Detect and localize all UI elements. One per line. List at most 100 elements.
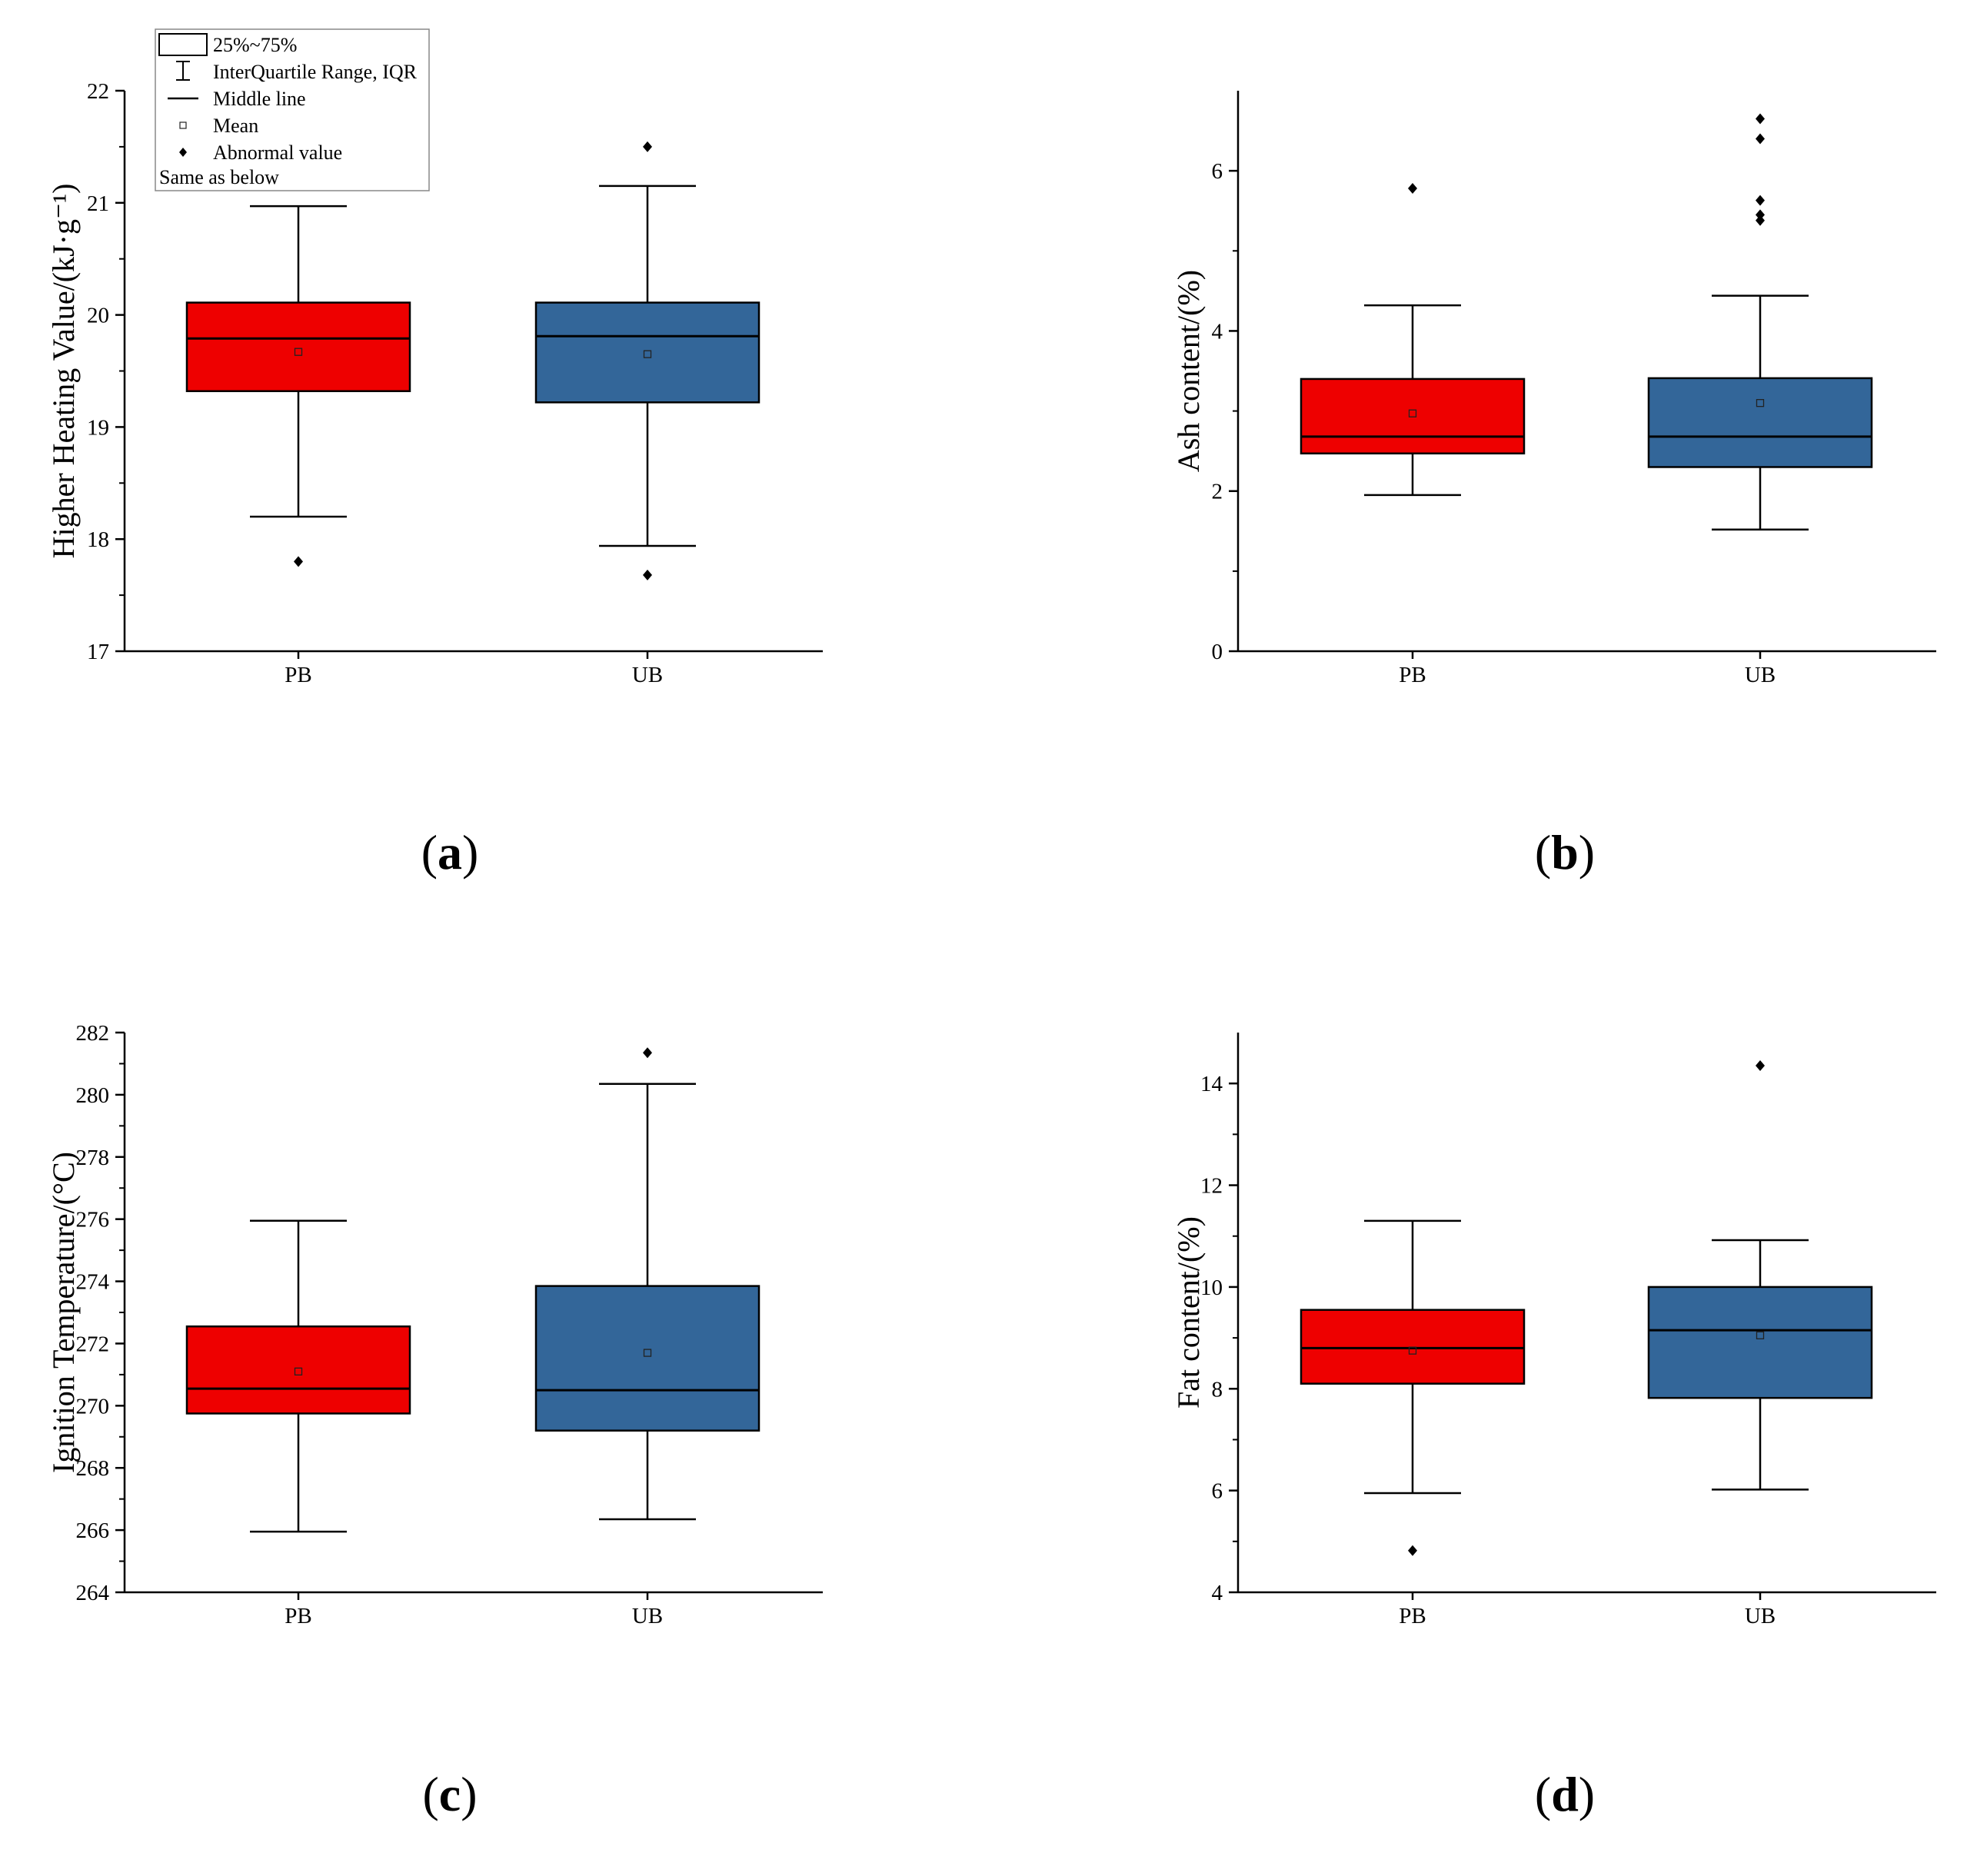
x-tick-label: UB <box>1745 1604 1776 1628</box>
panel-label-open: ( <box>1535 1767 1551 1821</box>
y-tick-label: 4 <box>1212 319 1223 344</box>
outlier-point <box>1756 1060 1765 1072</box>
panel-label-open: ( <box>422 1767 438 1821</box>
panel-label: (c) <box>422 1767 477 1821</box>
y-tick-label: 0 <box>1212 640 1223 664</box>
panel-label-open: ( <box>1535 825 1551 880</box>
panel-label-letter: a <box>438 825 462 880</box>
legend-item: Mean <box>179 115 258 137</box>
mean-marker <box>1756 1331 1765 1339</box>
legend-label: Mean <box>213 115 258 137</box>
iqr-box <box>1647 1286 1873 1399</box>
legend-item: Middle line <box>168 88 306 110</box>
y-tick-label: 6 <box>1212 159 1223 184</box>
legend-label: 25%~75% <box>213 34 297 56</box>
y-tick-label: 17 <box>87 640 109 664</box>
y-tick-label: 21 <box>87 191 109 216</box>
box-UB <box>1647 1060 1873 1491</box>
y-axis-title: Ignition Temperature/(°C) <box>46 1152 81 1473</box>
y-tick-label: 6 <box>1212 1479 1223 1504</box>
box-UB <box>1647 113 1873 531</box>
legend-label: Middle line <box>213 88 306 110</box>
mean-square-icon <box>179 121 187 129</box>
y-tick-label: 272 <box>76 1332 110 1356</box>
y-tick-label: 14 <box>1200 1072 1223 1096</box>
whisker-icon <box>176 61 190 81</box>
panels: 17 18 19 20 21 22 PB UB Higher Heating Value/(kJ… <box>46 79 1936 1821</box>
x-tick-label: UB <box>632 663 663 687</box>
y-tick-label: 4 <box>1212 1581 1223 1605</box>
mean-marker <box>643 1349 652 1357</box>
y-tick-label: 10 <box>1200 1276 1223 1300</box>
y-tick-label: 280 <box>76 1083 110 1108</box>
y-tick-label: 278 <box>76 1146 110 1170</box>
outlier-point <box>1408 183 1417 195</box>
legend-note: Same as below <box>159 166 279 188</box>
x-tick-label: PB <box>285 1604 311 1628</box>
iqr-box <box>1300 378 1526 455</box>
x-tick-label: UB <box>1745 663 1776 687</box>
box-PB <box>1300 183 1526 497</box>
panel-label: (d) <box>1535 1767 1595 1821</box>
panel-label-close: ) <box>461 1767 477 1821</box>
panel-label-letter: c <box>439 1767 461 1821</box>
x-tick-label: PB <box>1399 1604 1426 1628</box>
y-tick-label: 270 <box>76 1394 110 1419</box>
box-PB <box>1300 1219 1526 1556</box>
outlier-point <box>1756 215 1765 226</box>
box-PB <box>185 1219 411 1533</box>
outlier-point <box>1756 209 1765 221</box>
iqr-box <box>534 1285 761 1432</box>
outlier-point <box>643 141 652 152</box>
chart-panel-d: 4 6 8 10 12 14 PB UB Fat content/(%) (d) <box>1171 1033 1936 1821</box>
box-UB <box>534 141 761 580</box>
outlier-point <box>1756 133 1765 145</box>
mean-marker <box>1756 399 1765 407</box>
y-axis-title: Higher Heating Value/(kJ·g⁻¹) <box>46 184 81 559</box>
legend: 25%~75% InterQuartile Range, IQR Middle li… <box>155 28 430 191</box>
chart-panel-b: 0 2 4 6 PB UB Ash content/(%) (b) <box>1171 91 1936 880</box>
x-tick-label: PB <box>285 663 311 687</box>
iqr-box <box>534 301 761 404</box>
y-tick-label: 8 <box>1212 1377 1223 1402</box>
legend-item: InterQuartile Range, IQR <box>176 61 418 83</box>
panel-label-letter: d <box>1551 1767 1579 1821</box>
panel-label: (a) <box>421 825 479 880</box>
y-tick-label: 276 <box>76 1208 110 1232</box>
diamond-icon <box>179 148 187 157</box>
panel-label: (b) <box>1535 825 1595 880</box>
x-tick-label: PB <box>1399 663 1426 687</box>
y-axis-title: Ash content/(%) <box>1171 270 1206 472</box>
y-tick-label: 19 <box>87 415 109 440</box>
mean-marker <box>1408 1346 1417 1355</box>
box-PB <box>185 205 411 567</box>
y-tick-label: 274 <box>76 1270 110 1295</box>
y-tick-label: 268 <box>76 1456 110 1481</box>
y-tick-label: 22 <box>87 79 109 104</box>
mean-marker <box>1408 409 1417 417</box>
outlier-point <box>643 569 652 580</box>
y-tick-label: 12 <box>1200 1174 1223 1199</box>
y-tick-label: 20 <box>87 304 109 328</box>
panel-label-close: ) <box>1579 825 1595 880</box>
x-tick-label: UB <box>632 1604 663 1628</box>
legend-label: InterQuartile Range, IQR <box>213 61 418 83</box>
mean-marker <box>294 348 303 356</box>
y-tick-label: 282 <box>76 1021 110 1046</box>
panel-label-close: ) <box>462 825 478 880</box>
legend-item: 25%~75% <box>158 33 297 56</box>
box-icon <box>158 33 208 56</box>
chart-panel-a: 17 18 19 20 21 22 PB UB Higher Heating Value/(kJ… <box>46 79 823 880</box>
y-tick-label: 264 <box>76 1581 110 1605</box>
panel-label-letter: b <box>1551 825 1579 880</box>
iqr-box <box>185 301 411 392</box>
mean-marker <box>643 350 652 358</box>
legend-label: Abnormal value <box>213 141 342 164</box>
y-axis-title: Fat content/(%) <box>1171 1216 1206 1409</box>
outlier-point <box>1408 1545 1417 1556</box>
y-tick-label: 18 <box>87 527 109 552</box>
outlier-point <box>294 556 303 567</box>
chart-panel-c: 264 266 268 270 272 274 276 278 280 282 PB UB Igniti… <box>46 1021 823 1821</box>
outlier-point <box>643 1047 652 1059</box>
